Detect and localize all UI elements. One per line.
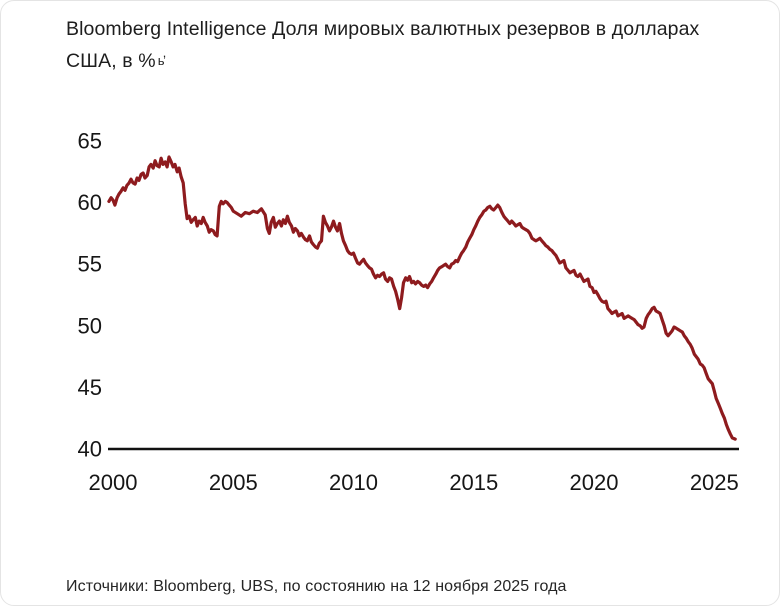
x-tick-label: 2010 — [329, 470, 378, 495]
x-tick-labels: 2000 2005 2010 2015 2020 2025 — [89, 470, 739, 495]
y-tick-label: 60 — [78, 190, 102, 215]
x-tick-label: 2005 — [209, 470, 258, 495]
y-tick-label: 55 — [78, 252, 102, 277]
chart-title-line2: США, в % ь̓ — [66, 45, 756, 77]
chart-title-line1: Bloomberg Intelligence Доля мировых валю… — [66, 18, 700, 40]
usd-reserve-share-line — [107, 155, 737, 441]
title-footnote-mark: ь̓ — [157, 53, 165, 68]
x-tick-label: 2015 — [449, 470, 498, 495]
x-tick-label: 2020 — [570, 470, 619, 495]
source-note: Источники: Bloomberg, UBS, по состоянию … — [66, 578, 567, 595]
x-tick-label: 2025 — [690, 470, 739, 495]
y-tick-label: 40 — [78, 437, 102, 462]
y-tick-labels: 65 60 55 50 45 40 — [78, 129, 102, 462]
x-tick-label: 2000 — [89, 470, 138, 495]
y-tick-label: 45 — [78, 375, 102, 400]
chart-title-line2-text: США, в % — [66, 50, 156, 72]
y-tick-label: 65 — [78, 129, 102, 154]
y-tick-label: 50 — [78, 313, 102, 338]
chart-title: Bloomberg Intelligence Доля мировых валю… — [66, 14, 756, 77]
